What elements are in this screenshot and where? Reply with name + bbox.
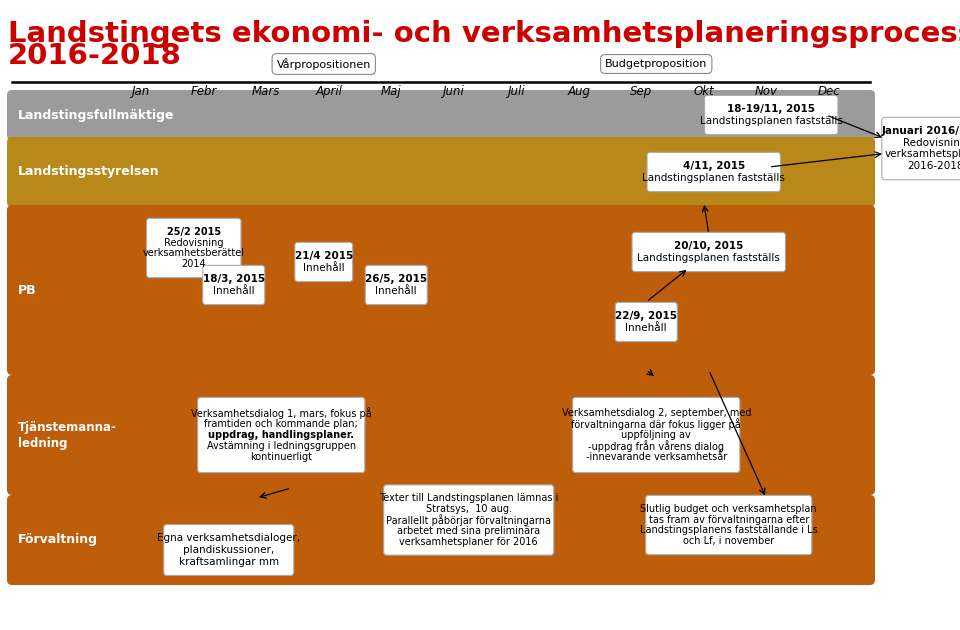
Text: Verksamhetsdialog 1, mars, fokus på: Verksamhetsdialog 1, mars, fokus på (191, 408, 372, 419)
FancyBboxPatch shape (7, 375, 875, 495)
Text: arbetet med sina preliminära: arbetet med sina preliminära (397, 526, 540, 536)
FancyBboxPatch shape (384, 485, 554, 555)
FancyBboxPatch shape (164, 525, 294, 575)
Text: Redovisning: Redovisning (903, 138, 960, 147)
Text: Aug: Aug (567, 85, 590, 98)
Text: kontinuerligt: kontinuerligt (251, 452, 312, 462)
Text: Egna verksamhetsdialoger,: Egna verksamhetsdialoger, (157, 534, 300, 543)
Text: Landstingsplanen fastställs: Landstingsplanen fastställs (642, 173, 785, 183)
Text: Landstingets ekonomi- och verksamhetsplaneringsprocess: Landstingets ekonomi- och verksamhetspla… (8, 20, 960, 48)
Text: Redovisning: Redovisning (164, 238, 224, 248)
Text: Sep: Sep (630, 85, 653, 98)
Text: tas fram av förvaltningarna efter: tas fram av förvaltningarna efter (649, 515, 809, 525)
FancyBboxPatch shape (7, 137, 875, 207)
Text: Innehåll: Innehåll (303, 263, 345, 273)
Text: Mars: Mars (252, 85, 280, 98)
Text: PB: PB (18, 284, 36, 297)
FancyBboxPatch shape (295, 243, 352, 282)
FancyBboxPatch shape (882, 117, 960, 180)
FancyBboxPatch shape (632, 232, 785, 272)
Text: Budgetproposition: Budgetproposition (605, 59, 708, 69)
Text: 4/11, 2015: 4/11, 2015 (683, 161, 745, 171)
Text: framtiden och kommande plan;: framtiden och kommande plan; (204, 419, 358, 429)
Text: 20/10, 2015: 20/10, 2015 (674, 241, 743, 251)
Text: Parallellt påbörjar förvaltningarna: Parallellt påbörjar förvaltningarna (386, 514, 551, 526)
Text: plandiskussioner,: plandiskussioner, (183, 545, 275, 555)
Text: 2016-2018: 2016-2018 (8, 42, 181, 70)
FancyBboxPatch shape (198, 398, 365, 472)
Text: Vårpropositionen: Vårpropositionen (276, 58, 371, 70)
Text: uppdrag, handlingsplaner.: uppdrag, handlingsplaner. (208, 430, 354, 440)
Text: och Lf, i november: och Lf, i november (684, 536, 775, 546)
FancyBboxPatch shape (615, 302, 677, 341)
Text: Januari 2016/LSau: Januari 2016/LSau (881, 126, 960, 136)
Text: ledning: ledning (18, 437, 67, 449)
Text: Landstingsplanen fastställs: Landstingsplanen fastställs (700, 116, 843, 126)
Text: uppföljning av: uppföljning av (621, 430, 691, 440)
Text: Juni: Juni (443, 85, 465, 98)
Text: Jan: Jan (132, 85, 151, 98)
FancyBboxPatch shape (7, 495, 875, 585)
Text: Juli: Juli (508, 85, 525, 98)
FancyBboxPatch shape (203, 265, 265, 305)
Text: Okt: Okt (693, 85, 714, 98)
Text: Slutlig budget och verksamhetsplan: Slutlig budget och verksamhetsplan (640, 504, 817, 513)
FancyBboxPatch shape (573, 398, 740, 472)
Text: Avstämning i ledningsgruppen: Avstämning i ledningsgruppen (206, 441, 356, 451)
Text: Verksamhetsdialog 2, september, med: Verksamhetsdialog 2, september, med (562, 408, 751, 418)
FancyBboxPatch shape (647, 152, 780, 192)
Text: verksamhetsberättel: verksamhetsberättel (143, 248, 245, 258)
FancyBboxPatch shape (705, 95, 838, 135)
Text: 18/3, 2015: 18/3, 2015 (203, 274, 265, 284)
FancyBboxPatch shape (147, 219, 241, 278)
Text: kraftsamlingar mm: kraftsamlingar mm (179, 557, 278, 566)
Text: Landstingsstyrelsen: Landstingsstyrelsen (18, 166, 159, 178)
FancyBboxPatch shape (646, 495, 812, 554)
FancyBboxPatch shape (7, 90, 875, 140)
Text: Maj: Maj (381, 85, 401, 98)
Text: -innevarande verksamhetsår: -innevarande verksamhetsår (586, 452, 727, 462)
Text: Febr: Febr (191, 85, 217, 98)
Text: förvaltningarna där fokus ligger på: förvaltningarna där fokus ligger på (571, 418, 741, 430)
FancyBboxPatch shape (7, 205, 875, 375)
Text: 25/2 2015: 25/2 2015 (167, 227, 221, 237)
Text: Förvaltning: Förvaltning (18, 534, 98, 546)
Text: 21/4 2015: 21/4 2015 (295, 251, 353, 261)
Text: 22/9, 2015: 22/9, 2015 (615, 311, 677, 321)
FancyBboxPatch shape (365, 265, 427, 305)
Text: Landstingsfullmäktige: Landstingsfullmäktige (18, 108, 175, 122)
Text: Landstingsplanens fastställande i Ls: Landstingsplanens fastställande i Ls (640, 525, 818, 536)
Text: Nov: Nov (755, 85, 778, 98)
Text: Landstingsplanen fastställs: Landstingsplanen fastställs (637, 253, 780, 263)
Text: Dec: Dec (817, 85, 840, 98)
Text: Texter till Landstingsplanen lämnas i: Texter till Landstingsplanen lämnas i (379, 493, 559, 503)
Text: Innehåll: Innehåll (213, 286, 254, 296)
Text: April: April (315, 85, 342, 98)
Text: Stratsys,  10 aug.: Stratsys, 10 aug. (425, 504, 512, 514)
Text: 26/5, 2015: 26/5, 2015 (365, 274, 427, 284)
Text: 2016-2018: 2016-2018 (907, 161, 960, 171)
Text: 18-19/11, 2015: 18-19/11, 2015 (728, 104, 815, 114)
Text: -uppdrag från vårens dialog: -uppdrag från vårens dialog (588, 440, 724, 452)
Text: verksamhetsplaner för 2016: verksamhetsplaner för 2016 (399, 537, 538, 547)
Text: Innehåll: Innehåll (625, 323, 667, 333)
Text: Innehåll: Innehåll (375, 286, 417, 296)
Text: verksamhetsplaner: verksamhetsplaner (884, 149, 960, 159)
Text: 2014: 2014 (181, 260, 206, 269)
Text: Tjänstemanna-: Tjänstemanna- (18, 420, 117, 433)
